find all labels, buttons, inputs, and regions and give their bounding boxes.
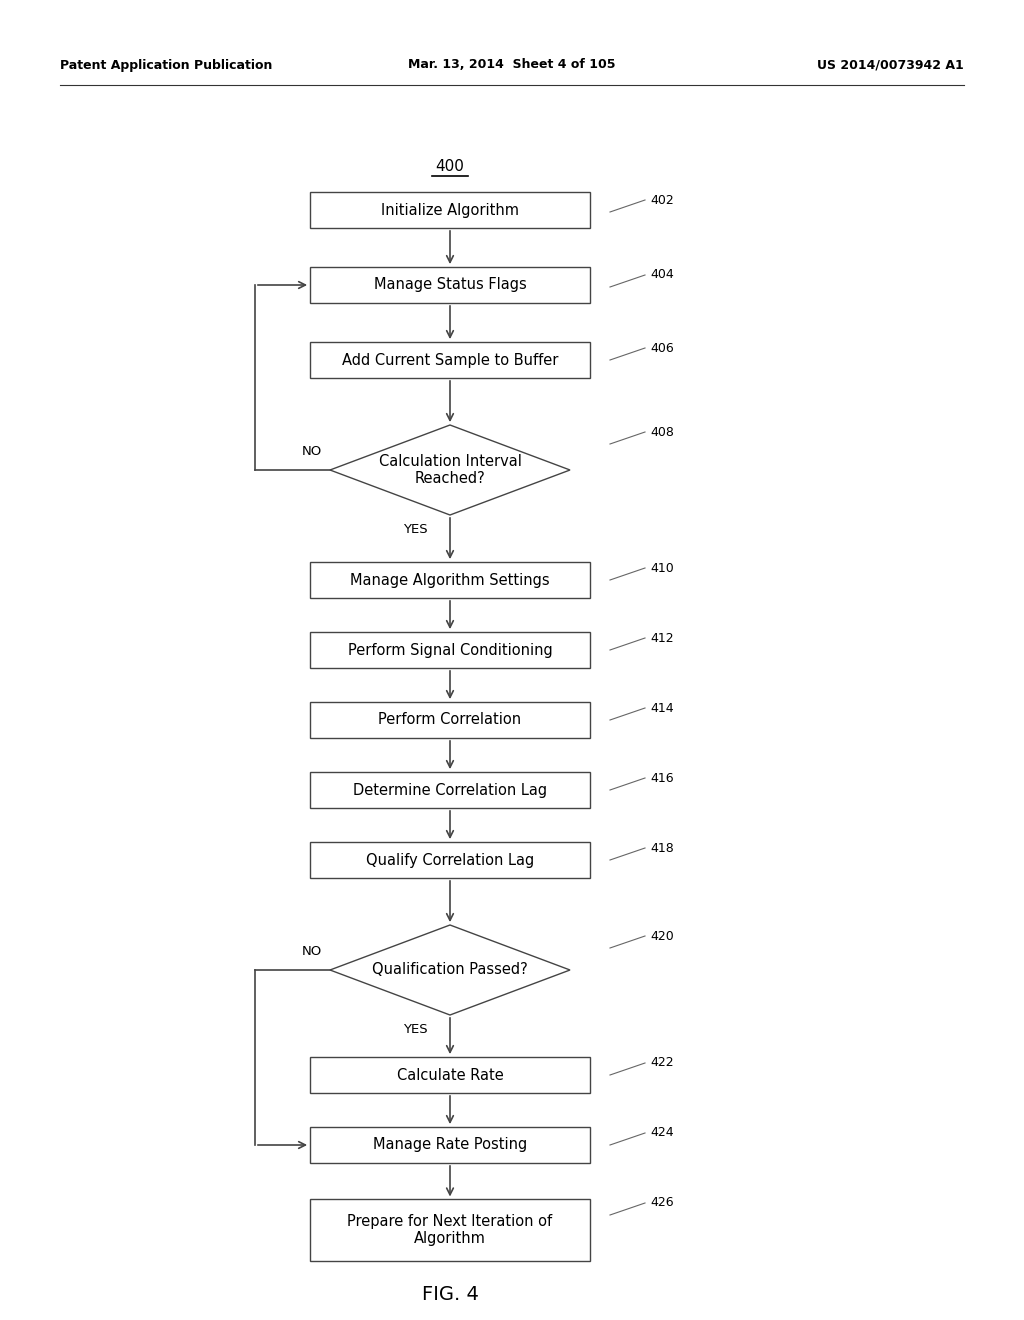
Text: YES: YES (402, 1023, 427, 1036)
Text: 406: 406 (650, 342, 674, 355)
Text: Patent Application Publication: Patent Application Publication (60, 58, 272, 71)
Text: 416: 416 (650, 771, 674, 784)
FancyBboxPatch shape (310, 191, 590, 228)
Text: 404: 404 (650, 268, 674, 281)
Text: 418: 418 (650, 842, 674, 854)
FancyBboxPatch shape (310, 842, 590, 878)
Text: Manage Status Flags: Manage Status Flags (374, 277, 526, 293)
Text: 414: 414 (650, 701, 674, 714)
Text: 412: 412 (650, 631, 674, 644)
FancyBboxPatch shape (310, 772, 590, 808)
Text: 402: 402 (650, 194, 674, 206)
FancyBboxPatch shape (310, 1127, 590, 1163)
Text: Qualification Passed?: Qualification Passed? (372, 962, 528, 978)
Text: Determine Correlation Lag: Determine Correlation Lag (353, 783, 547, 797)
FancyBboxPatch shape (310, 267, 590, 304)
Text: Calculation Interval
Reached?: Calculation Interval Reached? (379, 454, 521, 486)
Text: 400: 400 (435, 158, 465, 174)
Text: Perform Correlation: Perform Correlation (379, 713, 521, 727)
FancyBboxPatch shape (310, 632, 590, 668)
Text: 422: 422 (650, 1056, 674, 1069)
Text: 424: 424 (650, 1126, 674, 1139)
Polygon shape (330, 425, 570, 515)
Text: Mar. 13, 2014  Sheet 4 of 105: Mar. 13, 2014 Sheet 4 of 105 (409, 58, 615, 71)
Text: Initialize Algorithm: Initialize Algorithm (381, 202, 519, 218)
FancyBboxPatch shape (310, 1057, 590, 1093)
Text: Calculate Rate: Calculate Rate (396, 1068, 504, 1082)
Text: US 2014/0073942 A1: US 2014/0073942 A1 (817, 58, 964, 71)
Text: 420: 420 (650, 929, 674, 942)
Text: Perform Signal Conditioning: Perform Signal Conditioning (347, 643, 552, 657)
Text: NO: NO (302, 445, 322, 458)
Text: Manage Rate Posting: Manage Rate Posting (373, 1138, 527, 1152)
Text: Prepare for Next Iteration of
Algorithm: Prepare for Next Iteration of Algorithm (347, 1214, 553, 1246)
Text: 408: 408 (650, 425, 674, 438)
Text: Manage Algorithm Settings: Manage Algorithm Settings (350, 573, 550, 587)
FancyBboxPatch shape (310, 702, 590, 738)
Polygon shape (330, 925, 570, 1015)
Text: 410: 410 (650, 561, 674, 574)
Text: Qualify Correlation Lag: Qualify Correlation Lag (366, 853, 535, 867)
Text: FIG. 4: FIG. 4 (422, 1286, 478, 1304)
FancyBboxPatch shape (310, 562, 590, 598)
FancyBboxPatch shape (310, 1200, 590, 1261)
Text: NO: NO (302, 945, 322, 958)
FancyBboxPatch shape (310, 342, 590, 378)
Text: YES: YES (402, 523, 427, 536)
Text: 426: 426 (650, 1196, 674, 1209)
Text: Add Current Sample to Buffer: Add Current Sample to Buffer (342, 352, 558, 367)
